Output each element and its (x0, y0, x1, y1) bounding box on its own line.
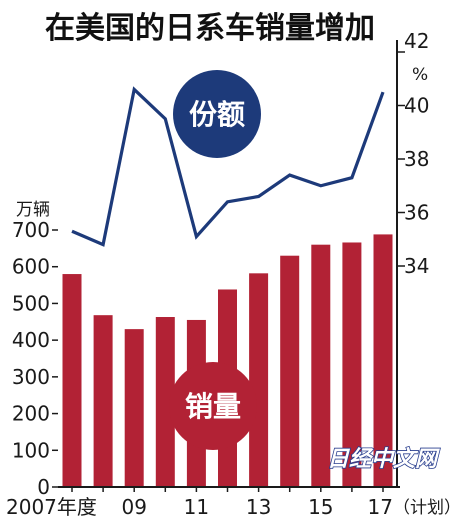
sales-bars (62, 234, 393, 487)
x-tick-label-2013: 13 (246, 495, 271, 519)
right-tick-label-42: 42 (404, 29, 429, 53)
left-tick-label-600: 600 (12, 255, 50, 279)
share-badge: 份额 (173, 70, 261, 158)
bar-2008 (93, 315, 113, 487)
left-tick-label-0: 0 (37, 475, 50, 499)
share-line-layer (71, 86, 385, 247)
x-tick-label-2017: 17 (368, 495, 393, 519)
bar-2014 (280, 255, 300, 487)
left-tick-label-500: 500 (12, 291, 50, 315)
bar-2007 (62, 274, 82, 487)
x-axis-ticks: 2007年度 09 11 13 15 17（计划） (6, 487, 450, 519)
sales-badge-label: 销量 (185, 390, 241, 423)
share-badge-label: 份额 (189, 98, 245, 131)
left-tick-label-400: 400 (12, 328, 50, 352)
bar-2016 (342, 242, 362, 487)
sales-badge: 销量 (169, 362, 257, 450)
right-tick-label-40: 40 (404, 94, 429, 118)
bar-2017 (373, 234, 393, 487)
right-tick-label-34: 34 (404, 254, 429, 278)
right-axis-ticks: 34 36 38 40 42 (397, 29, 429, 278)
share-badge-circle (173, 70, 261, 158)
left-tick-label-100: 100 (12, 438, 50, 462)
bar-2015 (311, 244, 331, 487)
right-tick-label-38: 38 (404, 147, 429, 171)
left-tick-label-300: 300 (12, 365, 50, 389)
right-axis-unit: % (412, 65, 428, 85)
x-tick-label-2009: 09 (121, 495, 146, 519)
watermark: 日经中文网 (327, 446, 440, 472)
bar-2010 (155, 317, 175, 487)
left-tick-label-700: 700 (12, 218, 50, 242)
left-tick-label-200: 200 (12, 402, 50, 426)
right-tick-label-36: 36 (404, 201, 429, 225)
x-tick-label-2007: 2007年度 (6, 495, 97, 519)
bar-2009 (124, 329, 144, 487)
sales-badge-circle (169, 362, 257, 450)
x-tick-label-plan: （计划） (393, 498, 450, 518)
left-axis-unit: 万辆 (16, 200, 50, 220)
chart-title: 在美国的日系车销量增加 (45, 11, 375, 46)
bar-2013 (249, 273, 269, 487)
x-tick-label-2015: 15 (308, 495, 333, 519)
x-tick-label-2011: 11 (184, 495, 209, 519)
left-axis-ticks: 0 100 200 300 400 500 600 700 (12, 218, 58, 499)
